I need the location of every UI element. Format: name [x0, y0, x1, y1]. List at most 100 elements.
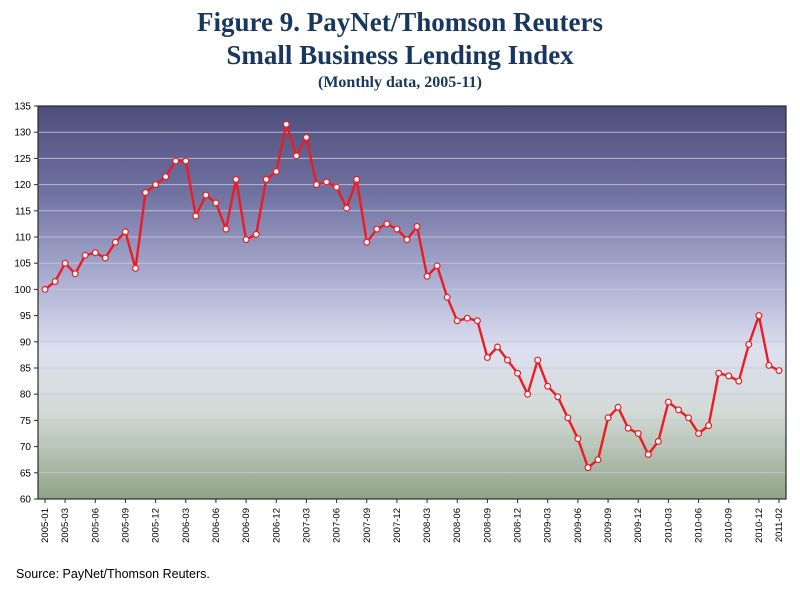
- y-tick-label: 105: [14, 259, 31, 270]
- data-point-marker: [473, 317, 481, 325]
- data-point-marker: [61, 259, 69, 267]
- data-point-marker: [554, 393, 562, 401]
- data-point-marker: [453, 317, 461, 325]
- y-tick-label: 130: [14, 128, 31, 139]
- data-point-marker: [162, 173, 170, 181]
- data-point-marker: [323, 178, 331, 186]
- data-point-marker: [443, 293, 451, 301]
- data-point-marker: [664, 398, 672, 406]
- data-point-marker: [262, 175, 270, 183]
- data-point-marker: [101, 254, 109, 262]
- data-point-marker: [705, 421, 713, 429]
- data-point-marker: [654, 437, 662, 445]
- data-point-marker: [564, 414, 572, 422]
- data-point-marker: [725, 372, 733, 380]
- data-point-marker: [81, 251, 89, 259]
- plot-border: [37, 105, 787, 500]
- x-tick-label: 2005-03: [60, 508, 71, 543]
- data-point-marker: [373, 225, 381, 233]
- data-point-marker: [202, 191, 210, 199]
- y-tick-label: 75: [20, 416, 32, 427]
- y-tick-label: 100: [14, 285, 31, 296]
- y-tick-label: 90: [20, 337, 32, 348]
- x-tick-label: 2009-12: [633, 508, 644, 543]
- data-point-marker: [132, 264, 140, 272]
- x-tick-label: 2010-03: [663, 508, 674, 543]
- data-point-marker: [674, 406, 682, 414]
- data-point-marker: [735, 377, 743, 385]
- x-tick-label: 2009-03: [543, 508, 554, 543]
- x-tick-label: 2006-09: [241, 508, 252, 543]
- data-point-marker: [483, 353, 491, 361]
- data-point-marker: [91, 249, 99, 257]
- data-point-marker: [423, 272, 431, 280]
- y-tick-label: 70: [20, 442, 32, 453]
- data-point-marker: [383, 220, 391, 228]
- data-point-marker: [212, 199, 220, 207]
- data-point-marker: [182, 157, 190, 165]
- chart-subtitle: (Monthly data, 2005-11): [318, 73, 482, 91]
- data-point-marker: [745, 340, 753, 348]
- x-tick-label: 2010-06: [694, 508, 705, 543]
- y-tick-label: 115: [15, 206, 31, 217]
- y-tick-label: 85: [20, 363, 32, 374]
- data-point-marker: [252, 230, 260, 238]
- data-point-marker: [544, 382, 552, 390]
- data-point-marker: [413, 222, 421, 230]
- x-tick-label: 2007-12: [392, 508, 403, 543]
- data-point-marker: [695, 429, 703, 437]
- data-point-marker: [644, 450, 652, 458]
- lending-index-chart-svg: 60 65 70 75 80 85 90 95 100 105 110 115 120 125 130 135…: [14, 101, 787, 543]
- data-point-marker: [41, 285, 49, 293]
- data-point-marker: [765, 361, 773, 369]
- x-tick-label: 2008-06: [452, 508, 463, 543]
- data-point-marker: [574, 435, 582, 443]
- data-point-marker: [152, 180, 160, 188]
- data-point-marker: [715, 369, 723, 377]
- lending-index-chart: 60 65 70 75 80 85 90 95 100 105 110 115 120 125 130 135…: [0, 96, 800, 563]
- y-tick-label: 60: [20, 494, 32, 505]
- y-tick-label: 120: [14, 180, 31, 191]
- data-point-marker: [403, 235, 411, 243]
- x-tick-label: 2007-03: [301, 508, 312, 543]
- x-tick-label: 2006-12: [271, 508, 282, 543]
- x-tick-label: 2010-09: [724, 508, 735, 543]
- data-point-marker: [343, 204, 351, 212]
- x-tick-label: 2009-09: [603, 508, 614, 543]
- data-point-marker: [755, 311, 763, 319]
- y-tick-label: 95: [20, 311, 32, 322]
- data-point-marker: [111, 238, 119, 246]
- y-tick-label: 135: [14, 101, 31, 112]
- chart-title-line1: Figure 9. PayNet/Thomson Reuters: [197, 7, 603, 37]
- data-point-marker: [71, 270, 79, 278]
- data-point-marker: [775, 366, 783, 374]
- data-point-marker: [524, 390, 532, 398]
- data-point-marker: [624, 424, 632, 432]
- data-point-marker: [594, 456, 602, 464]
- y-tick-label: 80: [20, 390, 32, 401]
- x-tick-label: 2006-06: [211, 508, 222, 543]
- data-point-marker: [363, 238, 371, 246]
- data-point-marker: [242, 235, 250, 243]
- chart-header: Figure 9. PayNet/Thomson Reuters Small B…: [0, 0, 800, 92]
- data-point-marker: [534, 356, 542, 364]
- data-point-marker: [292, 152, 300, 160]
- data-point-marker: [514, 369, 522, 377]
- data-point-marker: [393, 225, 401, 233]
- data-point-marker: [232, 175, 240, 183]
- data-point-marker: [604, 414, 612, 422]
- data-point-marker: [222, 225, 230, 233]
- data-point-marker: [494, 343, 502, 351]
- data-point-marker: [584, 463, 592, 471]
- source-note: Source: PayNet/Thomson Reuters.: [16, 566, 210, 581]
- chart-title-line2: Small Business Lending Index: [226, 39, 574, 70]
- data-point-marker: [614, 403, 622, 411]
- x-tick-label: 2007-06: [332, 508, 343, 543]
- x-tick-label: 2011-02: [774, 508, 785, 542]
- y-tick-label: 65: [20, 468, 32, 479]
- data-point-marker: [272, 167, 280, 175]
- data-point-marker: [313, 180, 321, 188]
- data-point-marker: [172, 157, 180, 165]
- data-point-marker: [333, 183, 341, 191]
